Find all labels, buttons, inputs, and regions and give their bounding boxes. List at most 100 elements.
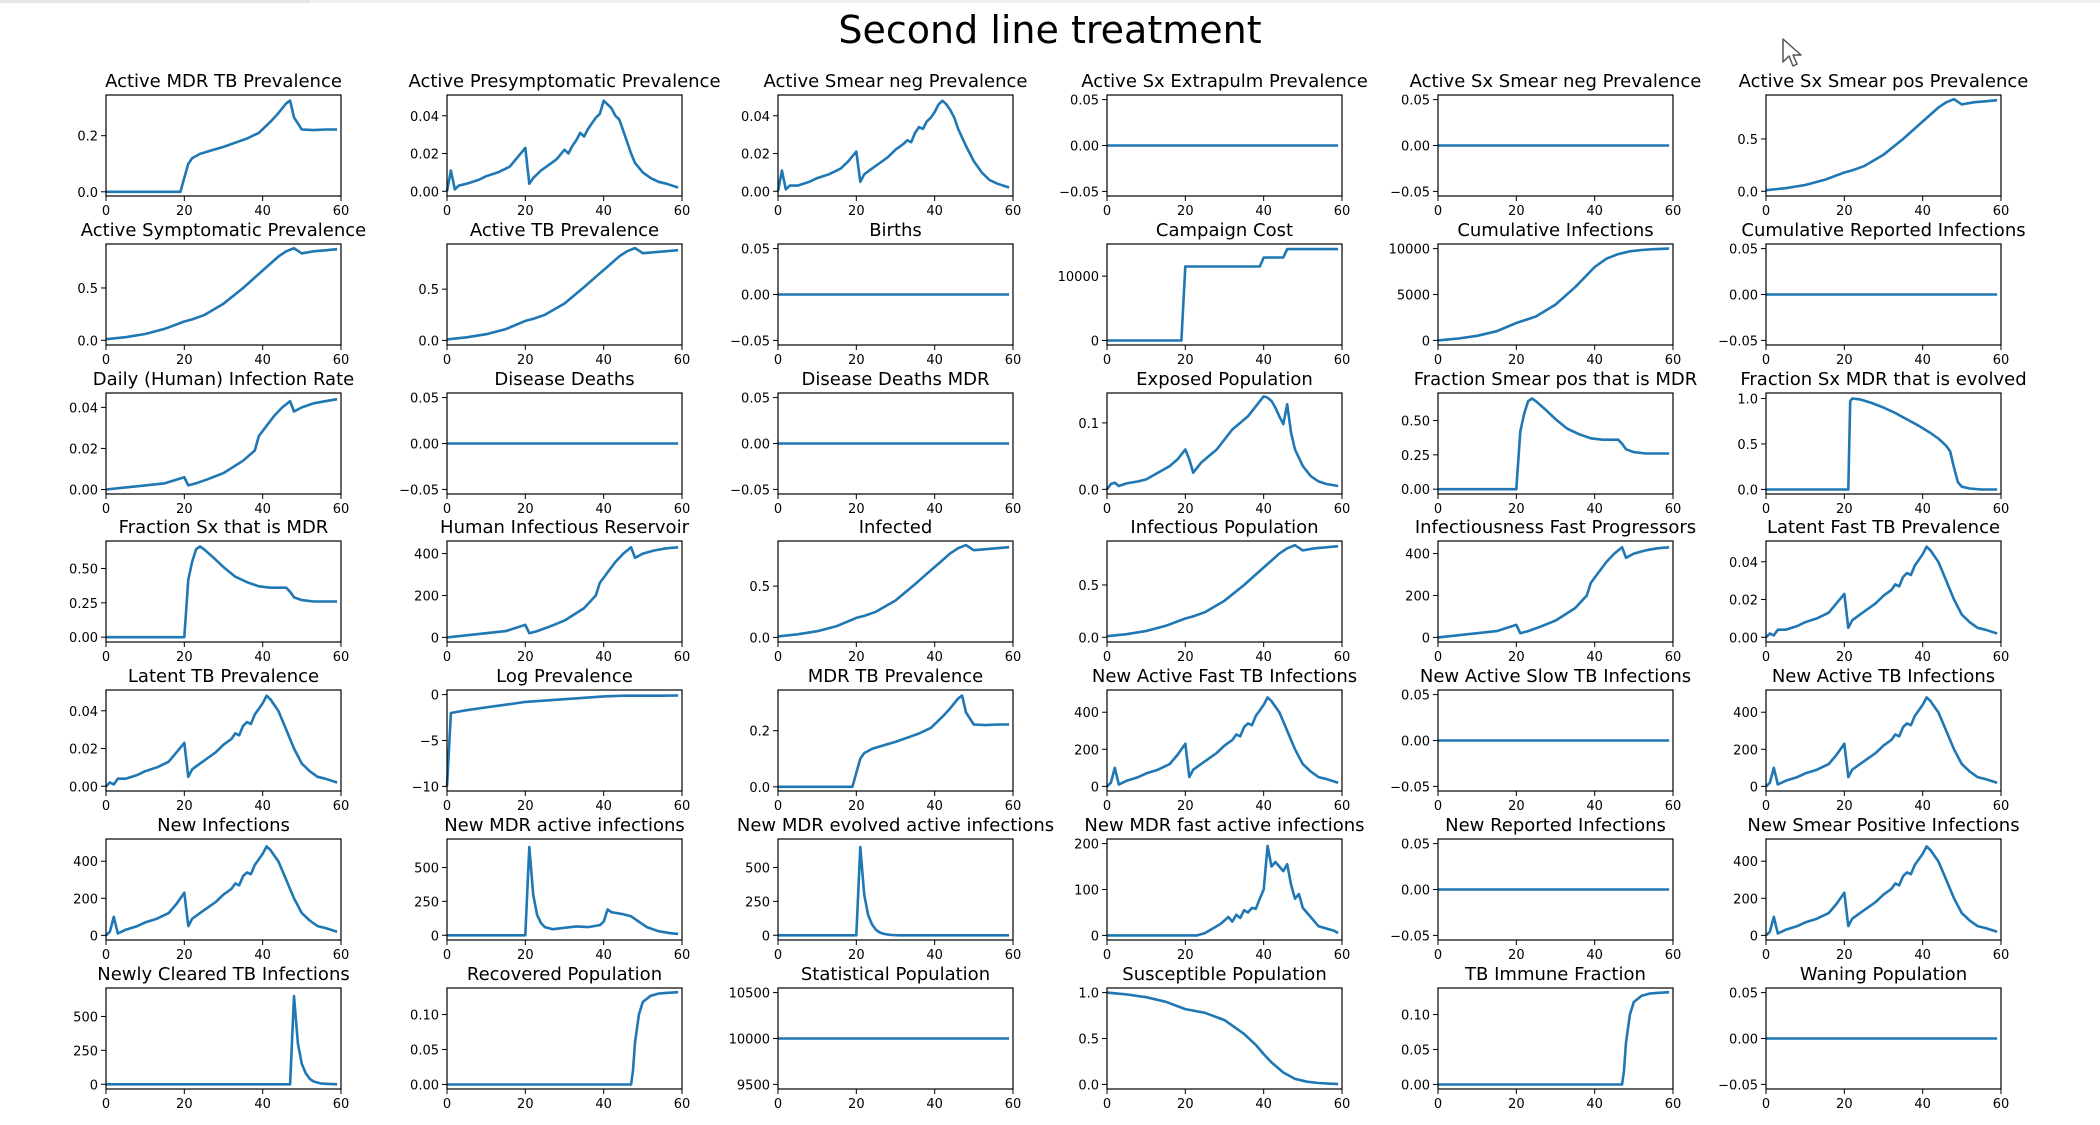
x-tick-label: 0: [443, 1097, 451, 1112]
x-tick-label: 60: [333, 799, 350, 814]
y-tick-label: 0.00: [410, 185, 439, 200]
series-line: [1437, 545, 1670, 639]
subplot: 0 20 40 60 9500 10000 10500 Statistical Populat…: [729, 964, 1022, 1112]
x-tick-label: 0: [1434, 502, 1442, 517]
x-tick-label: 60: [1993, 1097, 2010, 1112]
y-tick-label: 400: [1733, 855, 1758, 870]
subplot: 0 20 40 60 0.0 0.5 Infected: [749, 517, 1021, 665]
x-tick-label: 0: [102, 1097, 110, 1112]
x-tick-label: 60: [674, 502, 691, 517]
x-tick-label: 40: [254, 948, 271, 963]
x-tick-label: 20: [1508, 799, 1525, 814]
subplot-title: MDR TB Prevalence: [808, 666, 983, 687]
series-line: [1107, 844, 1339, 937]
y-tick-label: 0: [1091, 780, 1099, 795]
subplot: 0 20 40 60 0.0 0.5 Active Sx Smear pos Prevale…: [1737, 71, 2028, 219]
x-tick-label: 40: [1586, 948, 1603, 963]
y-tick-label: 0.00: [410, 438, 439, 453]
x-tick-label: 20: [848, 353, 865, 368]
subplot-title: Births: [869, 220, 922, 241]
y-tick-label: −0.05: [1390, 185, 1430, 200]
x-tick-label: 40: [926, 502, 943, 517]
y-tick-label: 0.05: [410, 1044, 439, 1059]
x-tick-label: 20: [176, 1097, 193, 1112]
y-tick-label: −5: [420, 735, 439, 750]
y-tick-label: 400: [73, 855, 98, 870]
subplot-title: New MDR evolved active infections: [737, 815, 1054, 836]
subplot: 0 20 40 60 −0.05 0.00 0.05 New Reported Infecti…: [1390, 815, 1681, 963]
y-tick-label: 0.00: [1401, 140, 1430, 155]
subplot-title: Infected: [859, 517, 933, 538]
axes-frame: [1765, 838, 2002, 941]
axes-frame: [1106, 540, 1343, 643]
axes-frame: [1765, 540, 2002, 643]
x-tick-label: 0: [774, 1097, 782, 1112]
subplot-title: New Active Slow TB Infections: [1420, 666, 1691, 687]
x-tick-label: 60: [1334, 502, 1351, 517]
y-tick-label: 10000: [729, 1033, 770, 1048]
x-tick-label: 20: [1177, 1097, 1194, 1112]
axes-frame: [105, 94, 342, 197]
x-tick-label: 60: [674, 1097, 691, 1112]
y-tick-label: −0.05: [1390, 780, 1430, 795]
axes-frame: [1765, 94, 2002, 197]
y-tick-label: 0.2: [749, 725, 770, 740]
subplot: 0 20 40 60 0 200 400 New Smear Positive Infecti…: [1733, 815, 2019, 963]
x-tick-label: 40: [1255, 948, 1272, 963]
y-tick-label: 0.5: [1737, 133, 1758, 148]
x-tick-label: 40: [926, 353, 943, 368]
y-tick-label: 250: [745, 895, 770, 910]
axes-frame: [1106, 689, 1343, 792]
y-tick-label: 0.04: [69, 705, 98, 720]
x-tick-label: 0: [443, 799, 451, 814]
y-tick-label: 0.10: [1401, 1009, 1430, 1024]
series-line: [446, 545, 679, 639]
subplot: 0 20 40 60 0 200 400 Infectiousness Fast Progre…: [1405, 517, 1696, 665]
y-tick-label: 0.04: [1729, 556, 1758, 571]
series-line: [778, 694, 1010, 789]
x-tick-label: 0: [443, 353, 451, 368]
x-tick-label: 0: [1762, 948, 1770, 963]
x-tick-label: 20: [1836, 650, 1853, 665]
axes-frame: [777, 94, 1014, 197]
subplot-title: New MDR fast active infections: [1084, 815, 1364, 836]
axes-frame: [1437, 987, 1674, 1090]
y-tick-label: 0.0: [77, 334, 98, 349]
y-tick-label: 0.02: [741, 148, 770, 163]
subplot-title: Active TB Prevalence: [470, 220, 659, 241]
x-tick-label: 0: [102, 948, 110, 963]
x-tick-label: 0: [102, 204, 110, 219]
y-tick-label: 0: [1750, 780, 1758, 795]
subplot-title: Statistical Population: [801, 964, 990, 985]
x-tick-label: 60: [1665, 650, 1682, 665]
y-tick-label: 200: [73, 892, 98, 907]
subplot-title: Waning Population: [1800, 964, 1967, 985]
subplot: 0 20 40 60 0 250 500 New MDR active infections: [414, 815, 690, 963]
y-tick-label: 400: [414, 548, 439, 563]
subplot-title: Log Prevalence: [496, 666, 633, 687]
x-tick-label: 60: [333, 353, 350, 368]
y-tick-label: 0.05: [1401, 838, 1430, 853]
y-tick-label: −10: [412, 780, 439, 795]
x-tick-label: 40: [926, 948, 943, 963]
x-tick-label: 60: [1665, 1097, 1682, 1112]
series-line: [105, 397, 338, 491]
y-tick-label: 0.05: [410, 392, 439, 407]
series-line: [106, 994, 338, 1086]
x-tick-label: 60: [1334, 799, 1351, 814]
subplot: 0 20 40 60 0.0 0.5 Active Symptomatic Prevalen…: [77, 220, 366, 368]
subplot-title: Exposed Population: [1136, 369, 1313, 390]
y-tick-label: 0.0: [1078, 631, 1099, 646]
series-line: [1766, 397, 1998, 491]
x-tick-label: 60: [1005, 1097, 1022, 1112]
axes-frame: [1437, 243, 1674, 346]
x-tick-label: 0: [1762, 502, 1770, 517]
y-tick-label: 250: [73, 1044, 98, 1059]
y-tick-label: 0.05: [1401, 689, 1430, 704]
x-tick-label: 20: [1177, 948, 1194, 963]
y-tick-label: 0: [431, 689, 439, 704]
axes-frame: [777, 540, 1014, 643]
y-tick-label: 0: [1091, 929, 1099, 944]
y-tick-label: 0.2: [77, 130, 98, 145]
x-tick-label: 40: [595, 650, 612, 665]
